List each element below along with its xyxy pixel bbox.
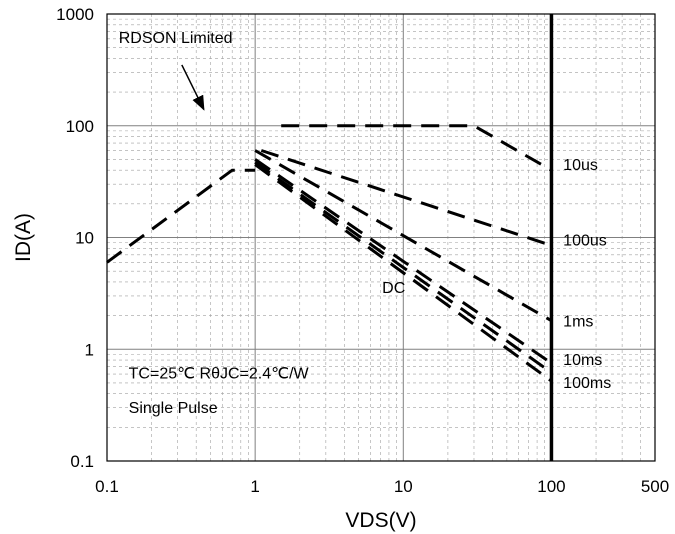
x-tick-label: 100 bbox=[537, 477, 565, 496]
x-tick-label: 1 bbox=[250, 477, 259, 496]
x-tick-label: 0.1 bbox=[95, 477, 119, 496]
x-axis-title: VDS(V) bbox=[345, 509, 416, 532]
series-10us bbox=[281, 124, 553, 172]
y-tick-label: 100 bbox=[66, 117, 94, 136]
annotation-rdson: RDSON Limited bbox=[119, 30, 233, 47]
y-tick-label: 1 bbox=[85, 340, 94, 359]
x-tick-label: 10 bbox=[394, 477, 413, 496]
series-10ms bbox=[254, 158, 553, 365]
series-100us bbox=[260, 149, 552, 247]
y-tick-labels: 0.1 1 10 100 1000 bbox=[56, 5, 94, 471]
y-tick-label: 1000 bbox=[56, 5, 94, 24]
annotation-100us: 100us bbox=[563, 232, 607, 249]
annotation-10ms: 10ms bbox=[563, 352, 602, 369]
x-tick-label: 500 bbox=[641, 477, 669, 496]
series-dc bbox=[254, 163, 553, 383]
annotations: RDSON Limited 10us 100us DC 1ms 10ms 100ms TC=2… bbox=[119, 30, 611, 417]
annotation-100ms: 100ms bbox=[563, 375, 611, 392]
series-1ms bbox=[254, 149, 553, 323]
series-rdson-limited bbox=[106, 168, 256, 264]
plot-frame bbox=[106, 13, 656, 462]
x-tick-labels: 0.1 1 10 100 500 bbox=[95, 477, 669, 496]
annotation-1ms: 1ms bbox=[563, 313, 593, 330]
annotation-cond1: TC=25℃ RθJC=2.4℃/W bbox=[129, 365, 310, 382]
series-100ms bbox=[254, 161, 553, 374]
rdson-arrow bbox=[181, 64, 205, 111]
y-tick-label: 10 bbox=[75, 229, 94, 248]
curves bbox=[106, 124, 553, 383]
y-tick-label: 0.1 bbox=[70, 452, 94, 471]
annotation-cond2: Single Pulse bbox=[129, 400, 218, 417]
y-axis-title: ID(A) bbox=[12, 213, 35, 262]
annotation-10us: 10us bbox=[563, 157, 598, 174]
annotation-dc: DC bbox=[382, 280, 405, 297]
